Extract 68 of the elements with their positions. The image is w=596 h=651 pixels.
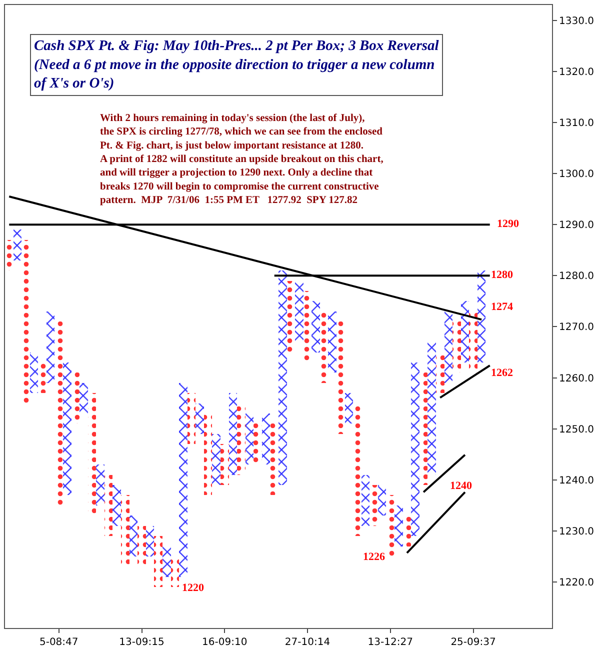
annotation: 1290 bbox=[497, 218, 520, 230]
bar bbox=[13, 230, 22, 260]
x-tick-label: 13-12:27 bbox=[368, 637, 413, 648]
y-tick-label: 1270.0 bbox=[559, 322, 594, 334]
bar bbox=[394, 505, 403, 546]
bar bbox=[212, 434, 220, 486]
bar bbox=[452, 322, 461, 373]
annotation: 1262 bbox=[491, 367, 514, 379]
bar bbox=[112, 485, 122, 526]
annotation: 1226 bbox=[363, 551, 386, 563]
bar bbox=[411, 362, 420, 536]
bar bbox=[196, 403, 204, 434]
bar bbox=[312, 301, 320, 352]
bar bbox=[460, 301, 470, 362]
bar bbox=[22, 240, 30, 404]
y-tick-label: 1240.0 bbox=[559, 475, 594, 486]
bar bbox=[80, 382, 88, 414]
bar bbox=[46, 311, 55, 383]
y-tick-label: 1220.0 bbox=[559, 578, 594, 589]
y-tick-label: 1280.0 bbox=[559, 271, 594, 282]
bar bbox=[63, 362, 72, 496]
y-tick-label: 1260.0 bbox=[559, 373, 594, 384]
y-tick-label: 1320.0 bbox=[559, 66, 594, 78]
bar bbox=[477, 270, 486, 362]
annotation: 1274 bbox=[491, 301, 514, 313]
annotation: 1220 bbox=[182, 582, 204, 594]
bar bbox=[320, 311, 328, 383]
bar bbox=[96, 464, 104, 506]
bar bbox=[444, 311, 453, 383]
x-tick-label: 16-09:10 bbox=[202, 637, 248, 648]
bar bbox=[378, 485, 386, 516]
bar bbox=[187, 393, 196, 444]
bar bbox=[204, 414, 212, 496]
bar bbox=[5, 240, 14, 271]
y-tick-label: 1290.0 bbox=[559, 220, 594, 232]
x-tick-label: 13-09:15 bbox=[119, 637, 164, 648]
bar bbox=[220, 444, 229, 486]
bar bbox=[262, 414, 270, 465]
bar bbox=[245, 414, 254, 465]
bar bbox=[295, 280, 304, 342]
y-tick-label: 1330.0 bbox=[559, 16, 594, 27]
y-tick-label: 1230.0 bbox=[559, 526, 594, 538]
bar bbox=[278, 270, 287, 486]
x-tick-label: 5-08:47 bbox=[39, 637, 78, 648]
x-tick-label: 25-09:37 bbox=[450, 637, 496, 648]
x-tick-label: 27-10:14 bbox=[284, 637, 330, 648]
y-tick-label: 1300.0 bbox=[559, 169, 594, 180]
annotation: 1280 bbox=[491, 269, 514, 281]
bar bbox=[361, 474, 370, 526]
y-tick-label: 1310.0 bbox=[559, 118, 594, 129]
bar bbox=[344, 393, 354, 424]
bar bbox=[336, 322, 345, 434]
bar bbox=[228, 393, 238, 475]
bar bbox=[104, 474, 113, 536]
bar bbox=[328, 311, 337, 373]
bar bbox=[419, 372, 428, 486]
annotation: 1240 bbox=[450, 480, 472, 492]
bar bbox=[179, 382, 188, 577]
bar bbox=[469, 311, 478, 373]
y-tick-label: 1250.0 bbox=[559, 424, 594, 436]
text: Cash SPX Pt. & Fig: May 10th-Pres... 2 pt Per Box; 3 Box Reversal (Need a 6 pt move in the opposite direction to trigger a new column of X's or O's) bbox=[34, 38, 439, 92]
text: With 2 hours remaining in today's session (the last of July), the SPX is circling 1277/78, which we can see from the enclosed Pt. & Fig. chart, is just below important resistance at 1280. A print of 1282 will constitute an upside breakout on this chart, and will trigger a projection to 1290 next. Only a decline that breaks 1270 will begin to compromise the current constructive pattern. MJP 7/31/06 1:55 PM ET 1277.92 SPY 127.82 bbox=[100, 113, 384, 206]
bar bbox=[30, 352, 38, 394]
bar bbox=[146, 526, 154, 557]
bar bbox=[129, 516, 138, 557]
bar bbox=[154, 536, 162, 588]
bar bbox=[162, 546, 171, 577]
bar bbox=[428, 342, 436, 475]
